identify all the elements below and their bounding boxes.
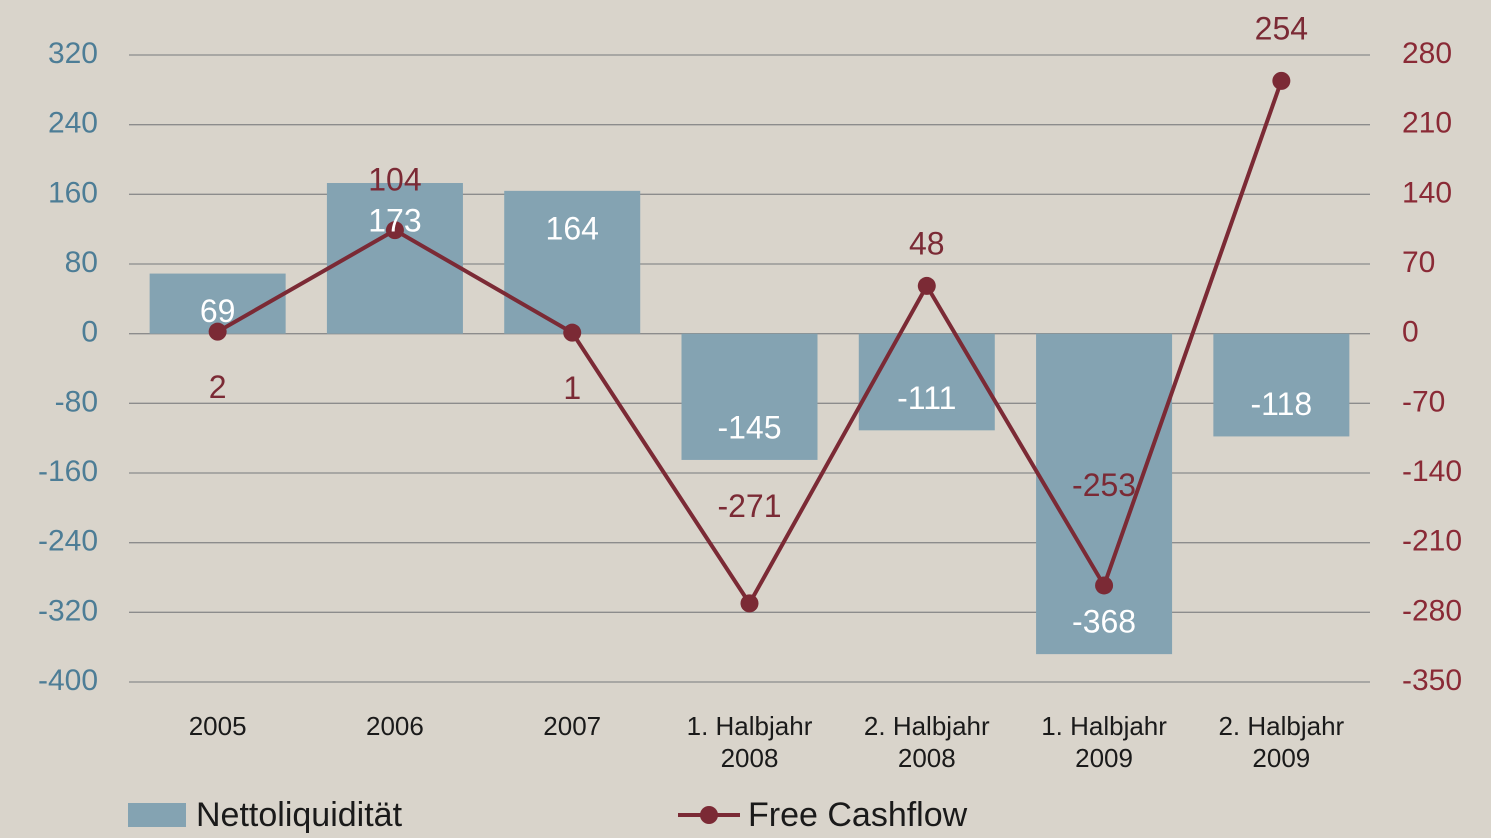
line-data-label: 2 [209, 369, 227, 405]
x-tick-label: 1. Halbjahr 2008 [686, 711, 813, 773]
line-marker [740, 594, 759, 613]
y-tick-label: -400 [38, 664, 98, 697]
y2-tick-label: -70 [1402, 385, 1445, 418]
legend-swatch [128, 803, 186, 827]
y-tick-label: 320 [48, 37, 98, 70]
line-data-label: 1 [563, 370, 581, 406]
line-data-label: -271 [717, 488, 781, 524]
y2-tick-label: 210 [1402, 107, 1452, 140]
line-marker [208, 322, 227, 341]
bar [1213, 333, 1350, 437]
x-tick-label: 2005 [188, 711, 247, 741]
x-tick-label: 2. Halbjahr 2009 [1218, 711, 1345, 773]
y2-tick-label: -350 [1402, 664, 1462, 697]
y-tick-label: 240 [48, 107, 98, 140]
line-marker [385, 221, 404, 240]
y-tick-label: -240 [38, 525, 98, 558]
line-data-label: 48 [909, 225, 945, 261]
bar-data-label: 164 [546, 210, 599, 246]
bar [681, 333, 818, 460]
legend-label: Nettoliquidität [196, 796, 403, 834]
x-tick-label: 2007 [543, 711, 602, 741]
y2-tick-label: 280 [1402, 37, 1452, 70]
y-tick-label: 160 [48, 176, 98, 209]
line-marker [1095, 576, 1114, 595]
bar-data-label: -145 [717, 409, 781, 445]
legend-label: Free Cashflow [748, 796, 968, 834]
bar-data-label: 173 [368, 202, 421, 238]
bar-data-label: -118 [1251, 386, 1313, 422]
y2-tick-label: 70 [1402, 246, 1435, 279]
y-tick-label: 0 [81, 316, 98, 349]
bar-data-label: -111 [897, 380, 956, 416]
line-marker [917, 276, 936, 295]
legend-marker [700, 806, 718, 824]
y-tick-label: -160 [38, 455, 98, 488]
bar [504, 190, 641, 334]
x-tick-label: 2. Halbjahr 2008 [863, 711, 990, 773]
bar-data-label: -368 [1072, 604, 1136, 640]
line-data-label: 104 [368, 162, 421, 198]
line-marker [563, 323, 582, 342]
y2-tick-label: 140 [1402, 176, 1452, 209]
x-tick-label: 2006 [366, 711, 424, 741]
line-data-label: 254 [1255, 10, 1308, 46]
y2-tick-label: -210 [1402, 525, 1462, 558]
line-marker [1272, 71, 1291, 90]
y-tick-label: -320 [38, 594, 98, 627]
bar [858, 333, 995, 431]
y2-tick-label: -280 [1402, 594, 1462, 627]
bar [1036, 333, 1173, 655]
x-tick-label: 1. Halbjahr 2009 [1041, 711, 1167, 773]
y-tick-label: 80 [65, 246, 98, 279]
bar-data-label: 69 [200, 293, 236, 329]
line-data-label: -253 [1072, 467, 1136, 503]
y2-tick-label: -140 [1402, 455, 1462, 488]
y2-tick-label: 0 [1402, 316, 1419, 349]
y-tick-label: -80 [55, 385, 98, 418]
